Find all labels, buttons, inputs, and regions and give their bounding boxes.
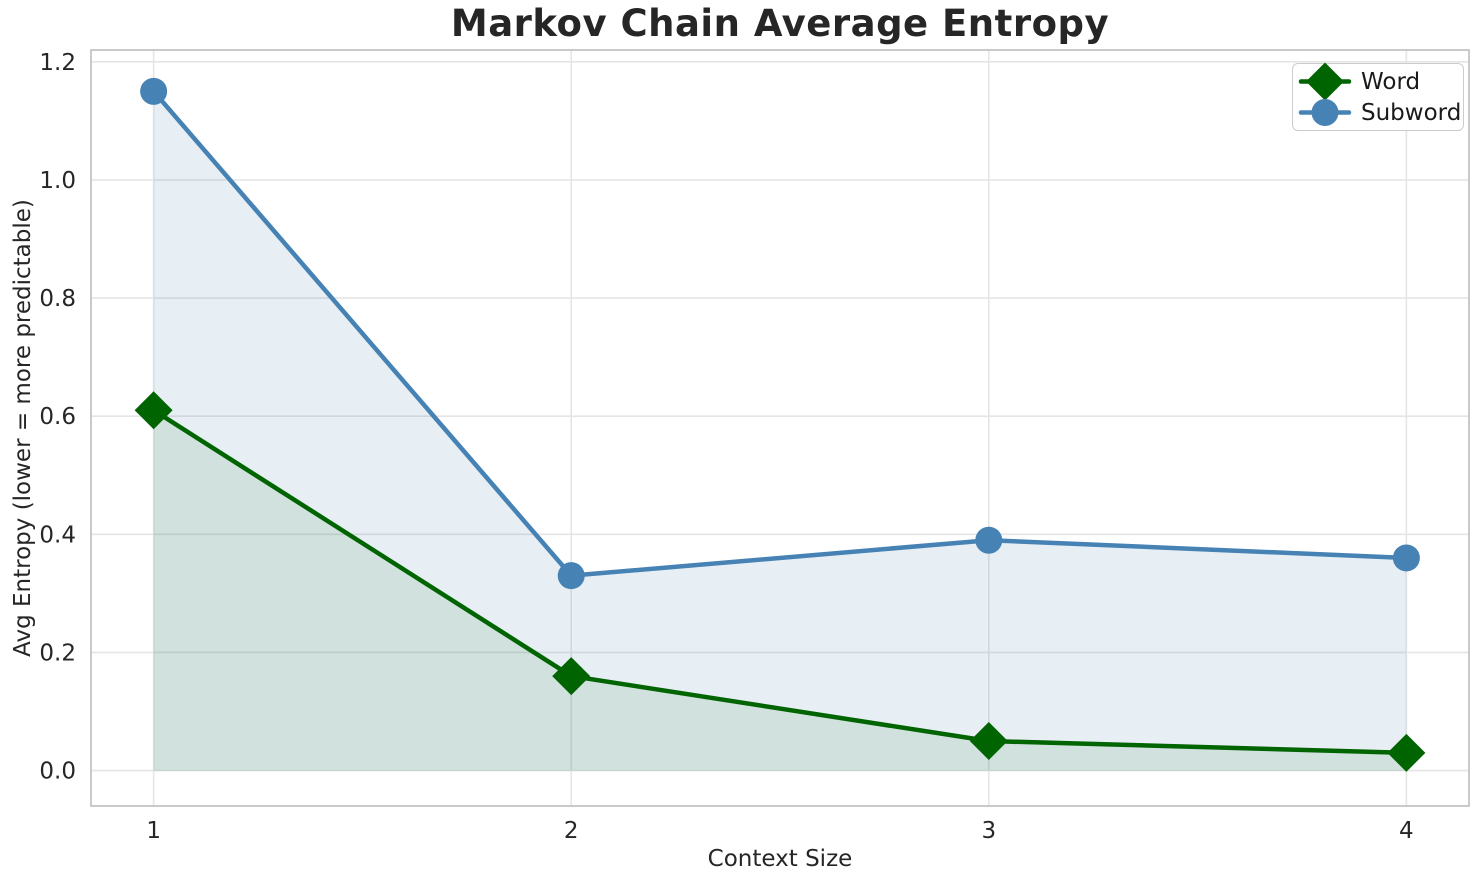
y-tick-label: 0.2 <box>39 640 76 666</box>
x-tick-label: 3 <box>981 818 996 844</box>
legend: Word Subword <box>1292 62 1464 131</box>
legend-label-word: Word <box>1361 68 1421 95</box>
legend-item-word: Word <box>1298 62 1463 101</box>
y-tick-label: 1.0 <box>39 168 76 194</box>
word-series-marker-icon <box>1298 62 1352 101</box>
x-tick-label: 1 <box>146 818 161 844</box>
x-tick-label: 4 <box>1399 818 1414 844</box>
legend-label-subword: Subword <box>1361 99 1462 126</box>
y-tick-label: 1.2 <box>39 50 76 76</box>
x-axis-label: Context Size <box>707 846 853 872</box>
y-tick-label: 0.8 <box>39 286 76 312</box>
y-tick-label: 0.4 <box>39 522 76 548</box>
legend-item-subword: Subword <box>1298 97 1463 128</box>
x-tick-label: 2 <box>564 818 579 844</box>
y-axis-label: Avg Entropy (lower = more predictable) <box>10 199 36 657</box>
y-tick-label: 0.0 <box>39 759 76 785</box>
subword-series-marker-icon <box>1298 99 1352 126</box>
chart-title: Markov Chain Average Entropy <box>450 2 1110 45</box>
y-tick-label: 0.6 <box>39 404 76 430</box>
